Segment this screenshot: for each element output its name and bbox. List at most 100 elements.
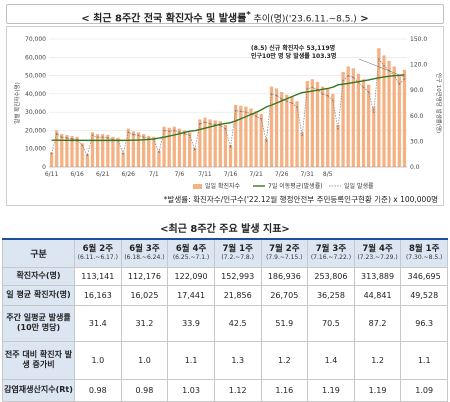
- table-cell: 31.2: [120, 304, 169, 342]
- x-tick-label: 6/26: [122, 171, 136, 178]
- bar-daily-cases: [198, 119, 202, 167]
- bar-daily-cases: [182, 130, 187, 167]
- bar-daily-cases: [336, 124, 340, 167]
- point-daily-rate: [372, 111, 375, 114]
- bar-daily-cases: [116, 137, 120, 167]
- bar-daily-cases: [397, 75, 401, 167]
- bar-daily-cases: [361, 79, 366, 167]
- indicators-table: 구분 6월 2주 (6.11.~6.17.) 6월 3주 (6.18.~6.24.)…: [2, 238, 448, 402]
- legend-label-average: 7일 이동평균(발생률): [268, 182, 323, 190]
- table-cell: 87.2: [353, 304, 402, 342]
- table-cell: 346,695: [400, 266, 448, 286]
- point-daily-rate: [81, 144, 84, 147]
- legend-swatch-bars: [193, 184, 202, 189]
- y-right-tick-label: 0.0: [410, 164, 420, 171]
- point-daily-rate: [107, 137, 109, 139]
- combo-chart: 0 10,000 20,000 30,000 40,000 50,000 60,000 70,…: [13, 36, 443, 190]
- row-daily-average: 일 평균 확진자(명) 16,163 16,025 17,441 21,856 …: [2, 284, 448, 306]
- row-header: 확진자수(명): [2, 266, 75, 286]
- bar-daily-cases: [356, 73, 361, 167]
- bar-daily-cases: [351, 68, 355, 167]
- point-daily-rate: [239, 110, 242, 113]
- x-tick-label: 6/11: [45, 171, 59, 178]
- point-daily-rate: [265, 140, 268, 143]
- x-tick-label: 7/11: [198, 171, 212, 178]
- bar-daily-cases: [377, 48, 381, 168]
- table-cell: 122,090: [167, 266, 215, 286]
- y-right-tick-label: 30.0: [410, 138, 424, 145]
- col-header: 7월 1주 (7.2.~7.8.): [213, 238, 262, 268]
- table-cell: 1.12: [213, 378, 262, 402]
- point-daily-rate: [173, 129, 176, 132]
- y-left-tick-label: 0: [42, 164, 46, 171]
- bar-daily-cases: [60, 134, 64, 167]
- y-right-tick-label: 90.0: [410, 87, 424, 94]
- y-left-tick-label: 40,000: [25, 91, 46, 98]
- bar-daily-cases: [167, 127, 171, 167]
- title-end: >: [356, 13, 369, 24]
- legend-label-bars: 일일 확진자수: [205, 182, 241, 190]
- bar-daily-cases: [315, 81, 320, 167]
- bar-daily-cases: [290, 96, 294, 167]
- col-week-label: 7월 4주: [362, 244, 393, 255]
- row-reproduction-number: 감염재생산지수(Rt) 0.98 0.98 1.03 1.12 1.16 1.1…: [2, 378, 448, 402]
- table-cell: 1.19: [353, 378, 402, 402]
- point-daily-rate: [234, 109, 237, 112]
- col-week-label: 8월 1주: [408, 244, 440, 255]
- point-daily-rate: [209, 123, 211, 125]
- bar-daily-cases: [295, 101, 299, 167]
- col-week-label: 7월 3주: [315, 244, 347, 255]
- col-week-range: (6.25.~7.1.): [172, 254, 210, 262]
- chart-area: 0 10,000 20,000 30,000 40,000 50,000 60,000 70,…: [6, 26, 444, 206]
- y-right-tick-label: 120.0: [410, 62, 427, 69]
- point-daily-rate: [270, 93, 273, 95]
- table-corner-header: 구분: [2, 238, 75, 268]
- bar-daily-cases: [346, 66, 350, 167]
- table-cell: 0.98: [120, 378, 169, 402]
- y-right-axis-title: 인구 10만명당 발생률(명): [435, 73, 443, 133]
- row-header: 감염재생산지수(Rt): [2, 378, 75, 402]
- table-cell: 70.5: [307, 304, 355, 342]
- table-cell: 1.3: [213, 340, 262, 380]
- bar-daily-cases: [234, 104, 238, 167]
- table-cell: 42.5: [213, 304, 262, 342]
- col-week-range: (7.16.~7.22.): [310, 254, 352, 262]
- bar-daily-cases: [111, 136, 115, 167]
- bar-daily-cases: [101, 134, 105, 167]
- bar-daily-cases: [387, 60, 391, 167]
- bar-daily-cases: [341, 71, 345, 167]
- bar-daily-cases: [126, 128, 130, 167]
- table-cell: 1.2: [353, 340, 402, 380]
- table-cell: 17,441: [167, 284, 215, 306]
- chart-title: < 최근 8주간 전국 확진자수 및 발생률* 추이(명)('23.6.11.~…: [6, 4, 444, 24]
- table-cell: 253,806: [307, 266, 355, 286]
- bar-daily-cases: [285, 94, 289, 167]
- col-header: 6월 3주 (6.18.~6.24.): [120, 238, 169, 268]
- y-right-tick-label: 150.0: [410, 36, 427, 43]
- bar-daily-cases: [305, 81, 309, 167]
- bar-daily-cases: [259, 113, 263, 167]
- col-header: 6월 4주 (6.25.~7.1.): [167, 238, 215, 268]
- point-daily-rate: [163, 129, 165, 132]
- point-daily-rate: [199, 123, 201, 125]
- table-cell: 152,993: [213, 266, 262, 286]
- point-daily-rate: [383, 64, 385, 67]
- y-left-tick-label: 50,000: [25, 73, 46, 80]
- bar-daily-cases: [203, 117, 207, 167]
- line-7day-average: [51, 74, 405, 142]
- point-daily-rate: [142, 136, 145, 138]
- point-daily-rate: [337, 127, 339, 130]
- col-week-label: 6월 2주: [82, 244, 114, 255]
- point-daily-rate: [101, 136, 104, 138]
- bar-daily-cases: [249, 108, 253, 167]
- bar-daily-cases: [239, 105, 243, 167]
- bar-daily-cases: [367, 84, 371, 167]
- title-main: < 최근 8주간 전국 확진자수 및 발생률: [81, 13, 247, 24]
- legend-label-daily-rate: 일일 발생률: [344, 182, 374, 190]
- bar-daily-cases: [55, 130, 59, 167]
- bar-daily-cases: [300, 132, 304, 167]
- bar-daily-cases: [193, 147, 197, 167]
- bar-daily-cases: [269, 86, 274, 167]
- bar-daily-cases: [213, 120, 217, 167]
- col-week-range: (6.11.~6.17.): [77, 254, 118, 262]
